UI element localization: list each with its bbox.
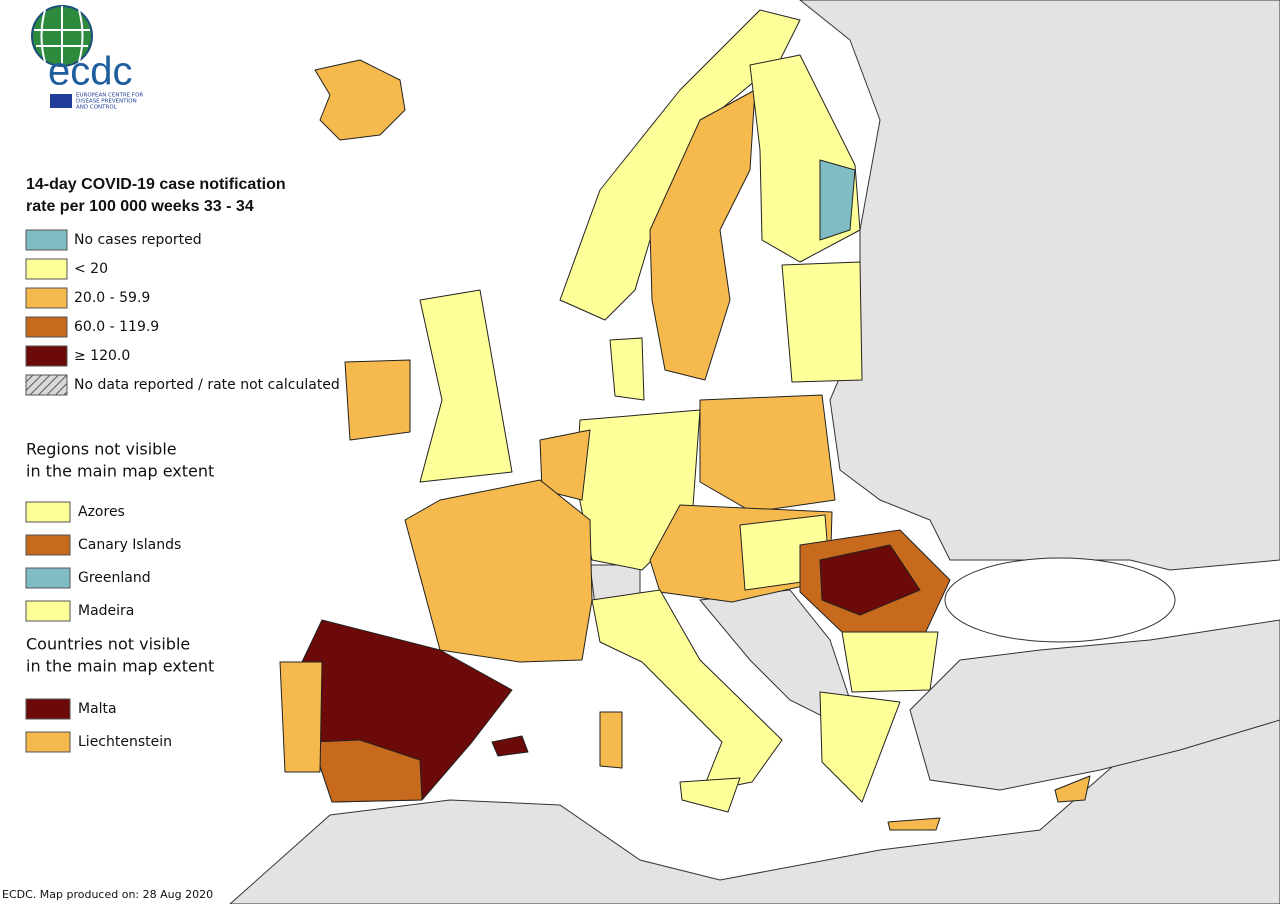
legend-label: ≥ 120.0: [74, 348, 130, 364]
legend-label: No cases reported: [74, 232, 202, 248]
legend-label: Azores: [78, 504, 125, 520]
legend-label: Liechtenstein: [78, 734, 172, 750]
portugal: [279, 661, 323, 773]
legend-title: in the main map extent: [26, 657, 214, 676]
cyprus: [1054, 775, 1091, 803]
legend-swatch: [25, 229, 68, 251]
legend-swatch: [25, 731, 71, 753]
legend-swatch: [25, 374, 68, 396]
greece: [819, 691, 901, 803]
ireland: [344, 359, 411, 441]
logo-line: AND CONTROL: [76, 105, 118, 111]
sardinia: [599, 711, 623, 769]
legend-label: Greenland: [78, 570, 151, 586]
legend-label: 60.0 - 119.9: [74, 319, 159, 335]
legend-swatch: [25, 316, 68, 338]
legend-label: 20.0 - 59.9: [74, 290, 150, 306]
legend-swatch: [25, 698, 71, 720]
legend-swatch: [25, 567, 71, 589]
bulgaria: [841, 631, 939, 693]
france: [404, 479, 593, 663]
sicily: [679, 777, 741, 813]
footer: ECDC. Map produced on: 28 Aug 2020: [2, 888, 213, 901]
legend-title: Regions not visible: [26, 440, 177, 459]
logo-line: EUROPEAN CENTRE FOR: [76, 93, 143, 99]
legend-swatch: [25, 600, 71, 622]
balearics: [491, 735, 529, 757]
legend-swatch: [25, 534, 71, 556]
legend-swatch: [25, 501, 71, 523]
andalusia: [311, 739, 423, 803]
legend-label: < 20: [74, 261, 108, 277]
baltics: [781, 261, 863, 383]
uk: [419, 289, 513, 483]
legend-swatch: [25, 345, 68, 367]
non-eu-land: [229, 0, 1280, 904]
legend-title: Countries not visible: [26, 635, 190, 654]
logo-line: DISEASE PREVENTION: [76, 99, 137, 105]
poland: [699, 394, 836, 513]
legend-label: Canary Islands: [78, 537, 181, 553]
sweden: [649, 89, 756, 381]
benelux: [539, 429, 591, 501]
legend: 14-day COVID-19 case notification rate pe…: [25, 176, 340, 753]
logo: ecdc EUROPEAN CENTRE FOR DISEASE PREVENT…: [31, 5, 143, 111]
crete: [887, 817, 941, 831]
legend-label: Malta: [78, 701, 117, 717]
romania-high: [819, 544, 921, 616]
legend-label: Madeira: [78, 603, 134, 619]
legend-swatch: [25, 258, 68, 280]
denmark: [609, 337, 645, 401]
logo-name: ecdc: [48, 50, 133, 94]
eu-regions: [279, 9, 1091, 831]
legend-swatch: [25, 287, 68, 309]
finland-east: [819, 159, 856, 241]
legend-title: 14-day COVID-19 case notification: [26, 176, 286, 193]
legend-label: No data reported / rate not calculated: [74, 377, 340, 393]
legend-title: in the main map extent: [26, 462, 214, 481]
legend-title: rate per 100 000 weeks 33 - 34: [26, 198, 254, 215]
iceland: [314, 59, 406, 141]
